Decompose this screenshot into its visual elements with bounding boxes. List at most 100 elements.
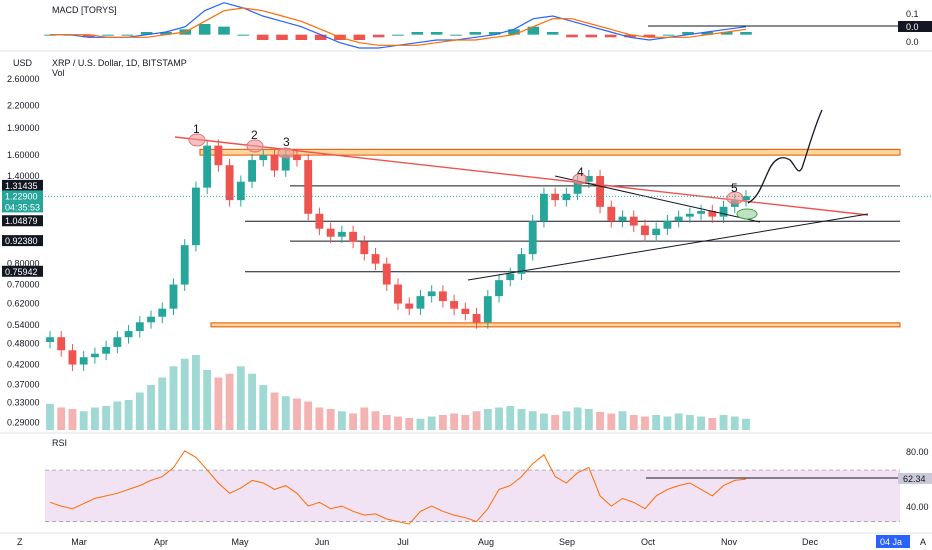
candle-body [326,228,335,237]
volume-bar [349,413,358,430]
candle-body [304,160,313,214]
macd-histogram-bar [276,34,288,40]
volume-bar [472,411,481,430]
volume-bar [79,411,88,430]
macd-histogram-bar [411,32,424,35]
price-tag [2,201,43,213]
candle-body [102,346,111,354]
macd-histogram-bar [469,32,482,35]
time-axis[interactable]: Mar Apr May Jun Jul Aug Sep Oct Nov Dec [71,537,818,547]
macd-histogram-bar [256,34,269,40]
rsi-tick-40: 40.00 [906,502,929,512]
volume-bar [607,413,616,430]
candle-body [427,291,436,297]
candle-body [551,193,560,201]
candle-body [528,221,537,255]
candle-body [742,196,750,201]
volume-bar [438,415,447,430]
candle-body [719,206,728,217]
price-tick-label: 0.42000 [7,360,40,370]
candle-body [483,296,492,323]
volume-bar [719,415,728,430]
price-tick-label: 0.48000 [7,339,40,349]
volume-bar [281,396,290,430]
candle-body [293,155,301,161]
volume-bar [382,415,391,430]
volume-bar [236,366,245,430]
price-tick-label: 1.90000 [7,123,40,133]
macd-histogram-bar [430,32,443,35]
volume-bar [394,416,402,430]
candle-body [607,206,616,222]
candle-body [674,216,683,222]
price-tag [2,265,43,277]
time-tick-label: Nov [721,537,738,547]
volume-bar [214,377,223,430]
candle-body [584,176,593,182]
price-tick-label: 1.40000 [7,171,40,181]
rsi-line [49,450,747,525]
candle-body [225,165,234,201]
volume-bar [517,409,526,430]
time-tick-label: Mar [71,537,87,547]
candle-body [708,210,717,217]
macd-histogram-bar [392,34,404,36]
volume-bar [259,385,268,430]
price-tag [2,179,43,191]
price-tick-label: 0.33000 [7,397,40,407]
candle-body [192,187,200,246]
volume-bar [663,416,672,430]
macd-level-tag-text: 0.0 [906,22,919,32]
time-tick-label: Sep [559,537,575,547]
macd-title: MACD [TORYS] [52,5,117,15]
macd-histogram-bar [198,24,211,35]
price-tag-text: 0.92380 [5,236,38,246]
volume-bar [528,411,537,430]
price-tick-label: 0.37000 [7,379,40,389]
macd-histogram-bar [102,34,114,36]
macd-histogram-bar [585,34,598,38]
volume-bar [730,416,739,430]
volume-bar [158,377,167,430]
volume-bar [337,411,346,430]
candle-body [203,145,212,188]
rsi-tick-80: 80.00 [906,447,929,457]
macd-histogram-bar [527,26,540,35]
rsi-pane: RSI 80.00 62.34 40.00 [45,438,932,525]
volume-bar [180,358,189,430]
macd-histogram-bar [624,34,636,38]
candle-body [394,284,402,304]
macd-tick-bottom: 0.0 [906,37,919,47]
macd-histogram-bar [662,34,675,36]
candle-body [495,280,503,297]
macd-histogram-bar [488,32,501,35]
wave-2-marker [246,139,264,153]
price-tag-text: 1.22900 [5,191,38,201]
price-tick-label: 2.20000 [7,100,40,110]
rsi-current-tag-text: 62.34 [903,474,926,484]
macd-histogram-bar [218,26,230,35]
price-tick-label: 0.70000 [7,280,40,290]
time-tick-label: Jun [315,537,330,547]
z-button[interactable]: Z [17,537,23,547]
rsi-band [45,470,900,522]
price-axis[interactable]: 2.600002.200001.900001.600001.400001.200… [7,74,40,427]
wave-5-marker [726,191,744,205]
macd-histogram-bar [295,34,308,40]
price-tick-label: 0.54000 [7,320,40,330]
candle-body [461,308,470,314]
macd-pane: MACD [TORYS] 0.1 0.0 0.0 [44,2,932,49]
volume-bar [652,415,661,430]
price-tick-label: 0.80000 [7,259,40,269]
a-button[interactable]: A [920,537,926,547]
macd-histogram-bar [682,32,694,35]
macd-histogram-bar [720,32,733,35]
volume-bar [551,415,560,430]
candle-body [438,291,447,302]
candle-body [259,155,268,161]
price-title: XRP / U.S. Dollar, 1D, BITSTAMP [52,58,187,68]
candle-body [315,213,324,229]
price-tick-label: 0.29000 [7,418,40,428]
horizontal-levels [245,185,900,273]
